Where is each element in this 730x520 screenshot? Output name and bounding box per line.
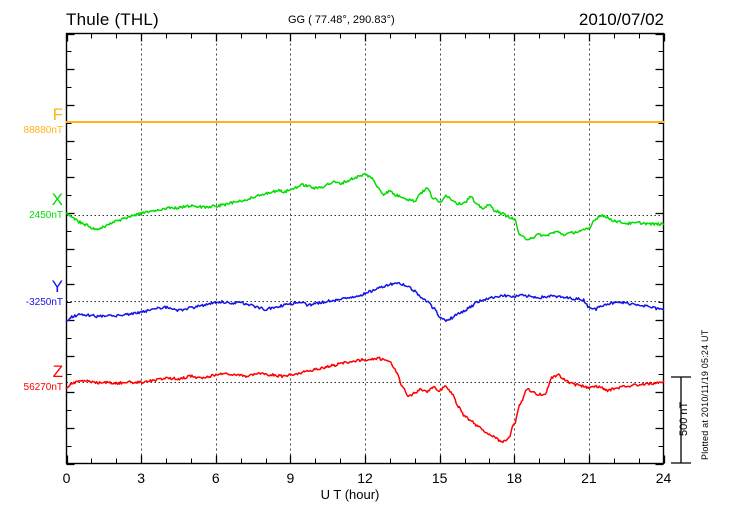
scale-bar-icon [671, 376, 691, 464]
data-traces [65, 121, 665, 444]
component-value-x: 2450nT [29, 210, 63, 221]
component-label-f: F 88880nT [3, 105, 63, 137]
x-tick-label: 24 [655, 470, 672, 486]
station-name: Thule (THL) [66, 10, 159, 29]
trace-x [65, 172, 665, 241]
x-tick-label: 9 [286, 470, 295, 486]
x-tick-label: 6 [211, 470, 220, 486]
trace-z [65, 356, 665, 444]
x-tick-label: 0 [62, 470, 71, 486]
scale-bar-label: 500 nT [678, 401, 690, 436]
component-label-y: Y -3250nT [3, 277, 63, 309]
y-axis-ticks [66, 33, 664, 466]
component-label-z: Z 56270nT [3, 362, 63, 394]
plotted-at-timestamp: Plotted at 2010/11/19 05:24 UT [700, 329, 710, 460]
component-letter-f: F [52, 105, 63, 124]
component-value-z: 56270nT [23, 382, 63, 393]
x-tick-label: 3 [137, 470, 146, 486]
x-axis-ticks [66, 33, 666, 464]
x-axis-title: U T (hour) [0, 487, 730, 502]
component-value-y: -3250nT [25, 297, 63, 308]
component-letter-z: Z [52, 362, 63, 381]
x-tick-label: 21 [581, 470, 597, 486]
date-label: 2010/07/02 [578, 10, 664, 29]
gridlines [141, 33, 590, 464]
x-tick-label: 15 [431, 470, 448, 486]
component-letter-x: X [51, 190, 63, 209]
trace-y [65, 281, 665, 323]
x-axis-title-text: U T (hour) [320, 487, 380, 502]
component-letter-y: Y [51, 277, 63, 296]
x-tick-label: 18 [506, 470, 523, 486]
component-value-f: 88880nT [23, 125, 63, 136]
geographic-coordinates: GG ( 77.48°, 290.83°) [288, 14, 395, 26]
component-label-x: X 2450nT [3, 190, 63, 222]
x-tick-label: 12 [357, 470, 373, 486]
